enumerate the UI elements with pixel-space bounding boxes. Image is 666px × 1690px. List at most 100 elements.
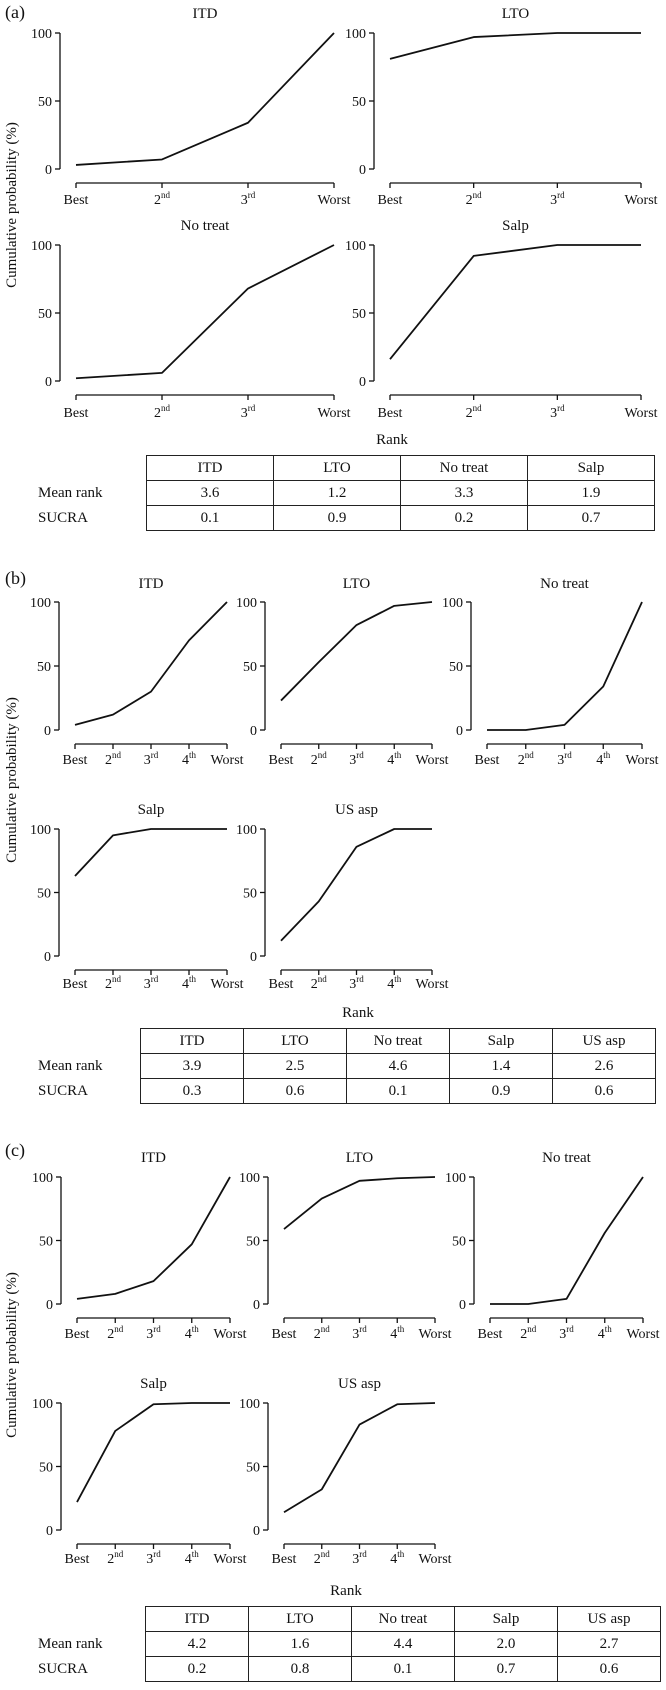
x-tick-label: Worst [210, 977, 243, 992]
panel-label-a: (a) [5, 2, 25, 22]
table-row: SUCRA 0.2 0.8 0.1 0.7 0.6 [38, 1656, 661, 1682]
y-axis-title: Cumulative probability (%) [4, 697, 20, 863]
table-cell: 0.6 [557, 1656, 661, 1682]
table-row: SUCRA 0.3 0.6 0.1 0.9 0.6 [38, 1078, 656, 1104]
row-label-sucra: SUCRA [38, 1082, 89, 1099]
y-tick-label: 0 [459, 1298, 466, 1313]
y-tick-label: 100 [31, 239, 52, 254]
x-tick-label: 3rd [557, 750, 572, 768]
subplot-title: No treat [540, 576, 590, 592]
x-tick-label: Worst [624, 406, 657, 421]
y-tick-label: 0 [359, 375, 366, 390]
x-tick-label: Best [272, 1552, 297, 1567]
x-tick-label: Best [272, 1327, 297, 1342]
series-line [389, 244, 641, 360]
table-cell: 0.7 [454, 1656, 558, 1682]
y-tick-label: 0 [253, 1524, 260, 1539]
x-tick-label: Best [63, 753, 88, 768]
x-tick-label: 4th [182, 974, 197, 992]
table-cell: 3.6 [146, 480, 274, 506]
subplot-title: No treat [181, 218, 231, 234]
row-label-mean-rank: Mean rank [38, 1635, 103, 1652]
subplot-b-lto: LTO 0 50 100 Best 2nd 3rd 4th Worst [236, 576, 449, 768]
table-cell: 1.9 [527, 480, 655, 506]
table-cell: 0.1 [146, 505, 274, 531]
table-cell: 1.2 [273, 480, 401, 506]
x-tick-label: 3rd [550, 190, 565, 208]
x-tick-label: 4th [596, 750, 611, 768]
subplot-c-us-asp: US asp 0 50 100 Best 2nd 3rd 4th Worst [239, 1376, 452, 1567]
panel-label-b: (b) [5, 568, 26, 588]
x-tick-label: Worst [418, 1552, 451, 1567]
x-tick-label: 2nd [154, 190, 171, 208]
subplot-a-lto: LTO 0 50 100 Best 2nd 3rd Worst [345, 6, 658, 208]
rank-table-a: ITD LTO No treat Salp Mean rank 3.6 1.2 … [38, 455, 655, 531]
y-tick-label: 50 [38, 95, 52, 110]
rank-table-b: ITD LTO No treat Salp US asp Mean rank 3… [38, 1028, 656, 1104]
table-header-row: ITD LTO No treat Salp US asp [38, 1028, 656, 1054]
y-tick-label: 0 [45, 163, 52, 178]
subplot-title: Salp [138, 802, 165, 818]
x-tick-label: 4th [387, 750, 402, 768]
x-tick-label: Worst [625, 753, 658, 768]
x-tick-label: Best [65, 1327, 90, 1342]
table-header-row: ITD LTO No treat Salp US asp [38, 1606, 661, 1632]
y-tick-label: 100 [32, 1171, 53, 1186]
x-tick-label: 3rd [550, 403, 565, 421]
y-tick-label: 100 [30, 823, 51, 838]
y-tick-label: 50 [352, 307, 366, 322]
y-tick-label: 0 [359, 163, 366, 178]
subplot-b-us-asp: US asp 0 50 100 Best 2nd 3rd 4th Worst [236, 802, 449, 992]
y-tick-label: 100 [445, 1171, 466, 1186]
x-tick-label: Worst [626, 1327, 659, 1342]
subplot-title: ITD [193, 6, 218, 22]
y-tick-label: 50 [39, 1235, 53, 1250]
x-tick-label: 4th [598, 1324, 613, 1342]
subplot-title: LTO [343, 576, 371, 592]
table-cell: 0.1 [346, 1078, 450, 1104]
x-tick-label: Best [64, 193, 89, 208]
x-tick-label: 3rd [352, 1549, 367, 1567]
x-tick-label: 2nd [311, 750, 328, 768]
x-tick-label: 2nd [107, 1324, 124, 1342]
x-tick-label: 2nd [154, 403, 171, 421]
x-tick-label: Worst [213, 1327, 246, 1342]
subplot-a-no-treat: No treat 0 50 100 Best 2nd 3rd Worst [31, 218, 351, 421]
y-tick-label: 100 [345, 239, 366, 254]
y-tick-label: 100 [30, 596, 51, 611]
subplot-title: LTO [502, 6, 530, 22]
subplot-b-salp: Salp 0 50 100 Best 2nd 3rd 4th Worst [30, 802, 244, 992]
table-cell: 4.2 [145, 1631, 249, 1657]
x-tick-label: 2nd [314, 1549, 331, 1567]
subplot-title: ITD [141, 1150, 166, 1166]
x-tick-label: Worst [210, 753, 243, 768]
x-tick-label: 3rd [146, 1549, 161, 1567]
x-tick-label: 4th [185, 1549, 200, 1567]
series-line [283, 1176, 436, 1230]
panel-label-c: (c) [5, 1140, 25, 1160]
table-header-cell: ITD [140, 1028, 244, 1054]
table-header-cell: ITD [145, 1606, 249, 1632]
subplot-title: Salp [502, 218, 529, 234]
x-tick-label: 2nd [105, 750, 122, 768]
x-tick-label: 3rd [146, 1324, 161, 1342]
table-row: Mean rank 3.6 1.2 3.3 1.9 [38, 480, 655, 506]
row-label-mean-rank: Mean rank [38, 484, 103, 501]
table-cell: 0.1 [351, 1656, 455, 1682]
x-tick-label: 2nd [107, 1549, 124, 1567]
x-tick-label: Best [478, 1327, 503, 1342]
table-cell: 1.6 [248, 1631, 352, 1657]
x-tick-label: 3rd [559, 1324, 574, 1342]
x-tick-label: Best [65, 1552, 90, 1567]
series-line [74, 601, 228, 726]
table-header-cell: LTO [248, 1606, 352, 1632]
x-tick-label: 3rd [349, 750, 364, 768]
series-line [280, 601, 433, 702]
series-line [389, 32, 641, 60]
y-tick-label: 50 [37, 887, 51, 902]
subplot-title: ITD [139, 576, 164, 592]
y-tick-label: 100 [442, 596, 463, 611]
table-cell: 0.8 [248, 1656, 352, 1682]
x-tick-label: Worst [418, 1327, 451, 1342]
row-label-mean-rank: Mean rank [38, 1057, 103, 1074]
